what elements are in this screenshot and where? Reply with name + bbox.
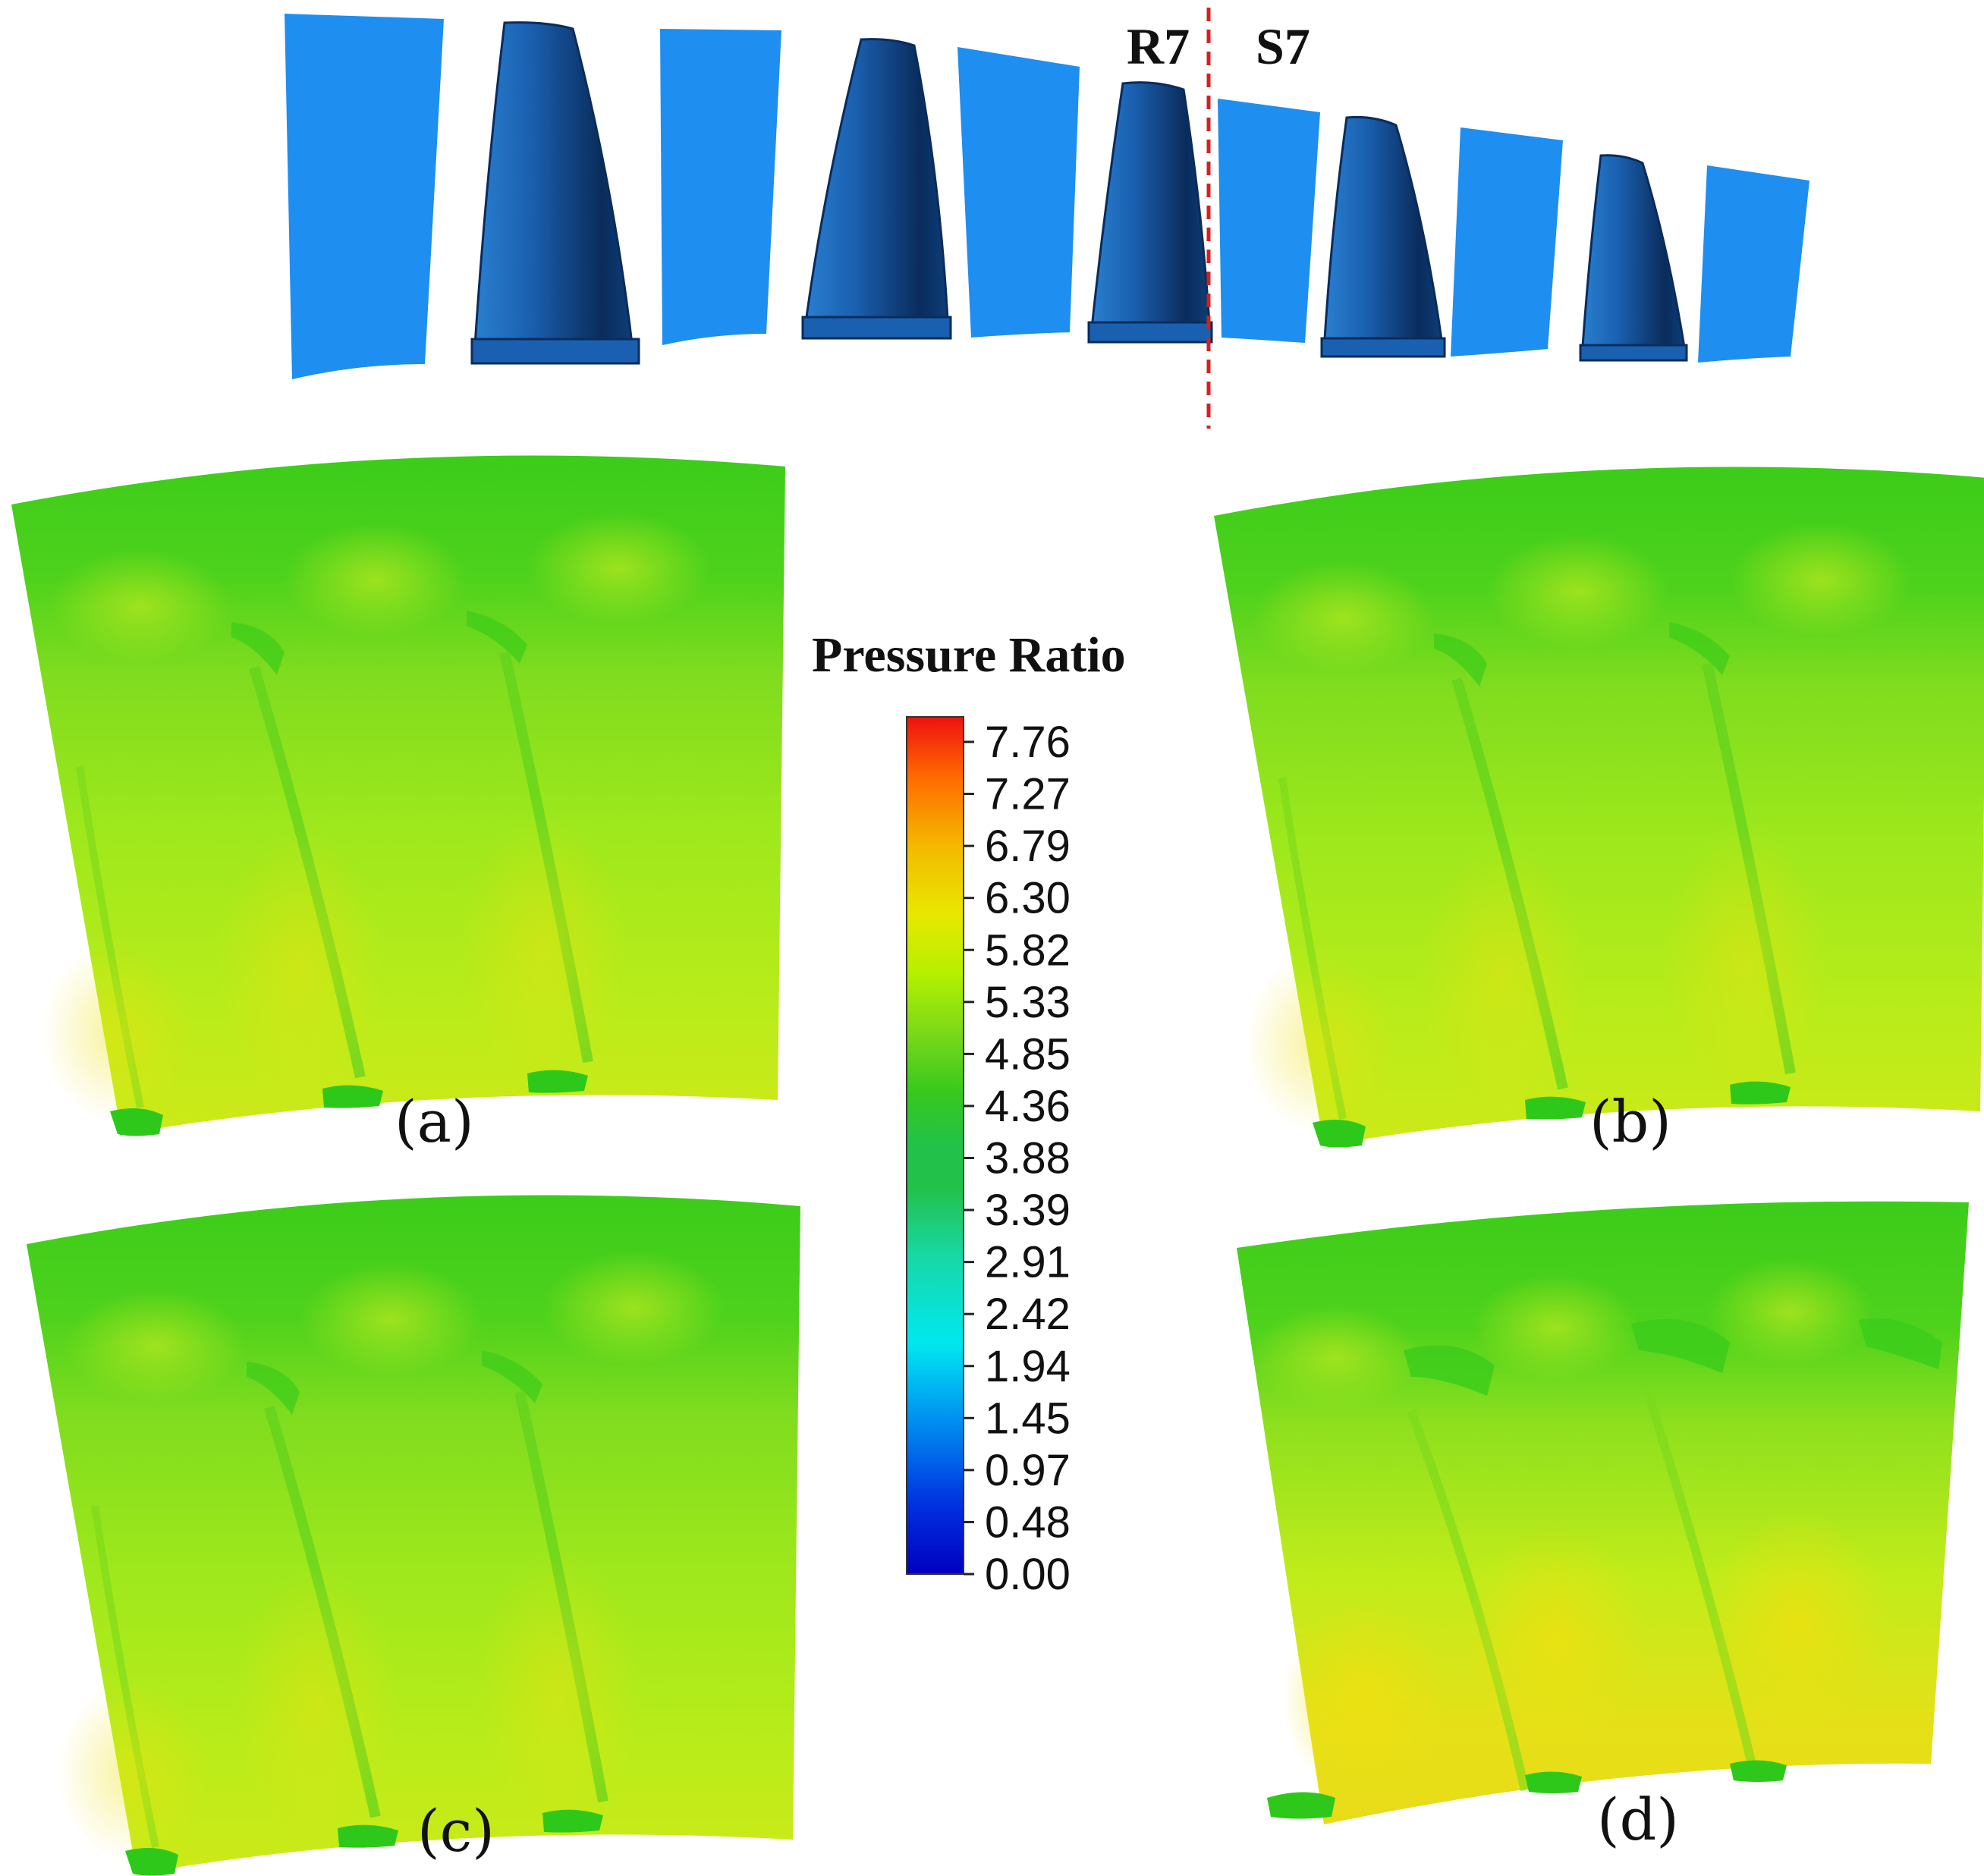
legend-tick-label: 4.36 — [985, 1082, 1071, 1131]
contour-panel-a — [11, 456, 785, 1136]
legend-tick-label: 2.91 — [985, 1238, 1071, 1287]
legend-tick-label: 5.82 — [985, 925, 1071, 975]
rotor-platform — [1320, 337, 1446, 358]
panel-label-a: (a) — [395, 1088, 474, 1155]
panel-label-d: (d) — [1597, 1786, 1679, 1853]
rotor-blade — [1580, 154, 1687, 358]
rotor-blade — [1322, 115, 1445, 352]
stator-blade — [285, 14, 444, 379]
rotor-blade — [473, 21, 635, 358]
legend-tick-label: 7.76 — [985, 718, 1071, 767]
legend-tick-label: 0.97 — [985, 1446, 1071, 1495]
rotor-blade — [803, 38, 950, 335]
rotor-platform — [801, 316, 952, 340]
legend-ticks: 7.767.276.796.305.825.334.854.363.883.39… — [964, 718, 1071, 1599]
panel-label-c: (c) — [417, 1797, 495, 1865]
contour-panel-d — [1237, 1202, 1969, 1824]
legend-tick-label: 0.48 — [985, 1497, 1071, 1547]
rotor-marker-label: R7 — [1127, 17, 1190, 75]
pressure-ratio-legend: Pressure Ratio 7.767.276.796.305.825.334… — [812, 627, 1126, 1599]
legend-tick-label: 1.94 — [985, 1342, 1071, 1391]
legend-tick-label: 5.33 — [985, 978, 1071, 1027]
stator-blade — [1698, 165, 1809, 363]
stator-blade — [1218, 99, 1320, 343]
legend-tick-label: 0.00 — [985, 1550, 1071, 1599]
contour-panel-b — [1214, 467, 1984, 1148]
rotor-platform — [1579, 344, 1688, 362]
stator-blade — [1451, 127, 1563, 357]
legend-tick-label: 2.42 — [985, 1290, 1071, 1339]
legend-tick-label: 6.79 — [985, 822, 1071, 871]
legend-tick-label: 3.88 — [985, 1134, 1071, 1183]
rotor-blade — [1089, 81, 1212, 337]
rotor-platform — [470, 338, 640, 365]
blade-row-schematic: R7 S7 — [285, 8, 1809, 429]
legend-color-bar — [906, 716, 964, 1575]
stator-blade — [660, 29, 781, 345]
stator-blade — [957, 47, 1080, 338]
legend-title: Pressure Ratio — [812, 627, 1126, 683]
legend-tick-label: 4.85 — [985, 1029, 1071, 1079]
legend-tick-label: 3.39 — [985, 1186, 1071, 1235]
legend-tick-label: 7.27 — [985, 770, 1071, 819]
legend-tick-label: 1.45 — [985, 1394, 1071, 1443]
contour-panel-c — [27, 1196, 800, 1876]
panel-label-b: (b) — [1589, 1088, 1671, 1155]
stator-marker-label: S7 — [1256, 17, 1310, 75]
legend-tick-label: 6.30 — [985, 874, 1071, 923]
rotor-platform — [1087, 321, 1213, 344]
